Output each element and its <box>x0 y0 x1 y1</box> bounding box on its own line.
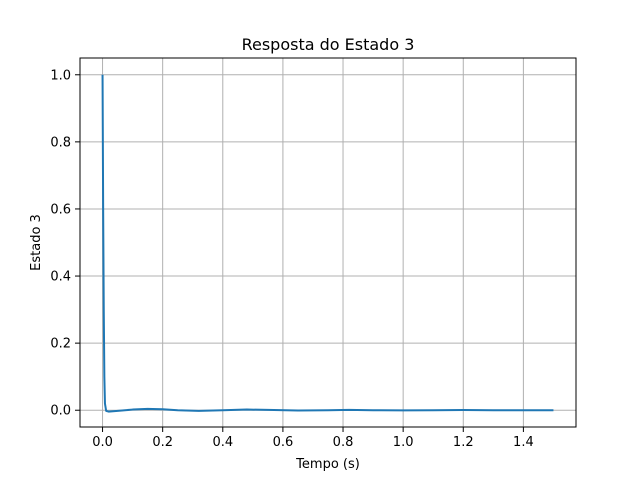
x-tick-label: 0.2 <box>152 435 173 450</box>
y-axis-ticks: 0.0 0.2 0.4 0.6 0.8 1.0 <box>50 68 80 419</box>
x-tick-label: 0.8 <box>333 435 354 450</box>
x-tick-label: 1.4 <box>513 435 534 450</box>
grid <box>80 58 576 427</box>
series-line <box>101 74 554 413</box>
x-axis-label: Tempo (s) <box>295 457 360 472</box>
x-axis-ticks: 0.0 0.2 0.4 0.6 0.8 1.0 1.2 1.4 <box>92 427 534 450</box>
series-layer <box>101 74 554 413</box>
y-tick-label: 0.6 <box>50 202 71 217</box>
x-tick-label: 1.2 <box>453 435 474 450</box>
y-axis-label: Estado 3 <box>29 214 44 271</box>
x-tick-label: 0.0 <box>92 435 113 450</box>
x-tick-label: 1.0 <box>393 435 414 450</box>
chart-title: Resposta do Estado 3 <box>242 35 415 54</box>
y-tick-label: 0.8 <box>50 135 71 150</box>
x-tick-label: 0.4 <box>212 435 233 450</box>
y-tick-label: 0.2 <box>50 337 71 352</box>
plot-frame <box>79 57 577 428</box>
x-tick-label: 0.6 <box>273 435 294 450</box>
y-tick-label: 0.0 <box>50 404 71 419</box>
y-tick-label: 0.4 <box>50 270 71 285</box>
y-tick-label: 1.0 <box>50 68 71 83</box>
